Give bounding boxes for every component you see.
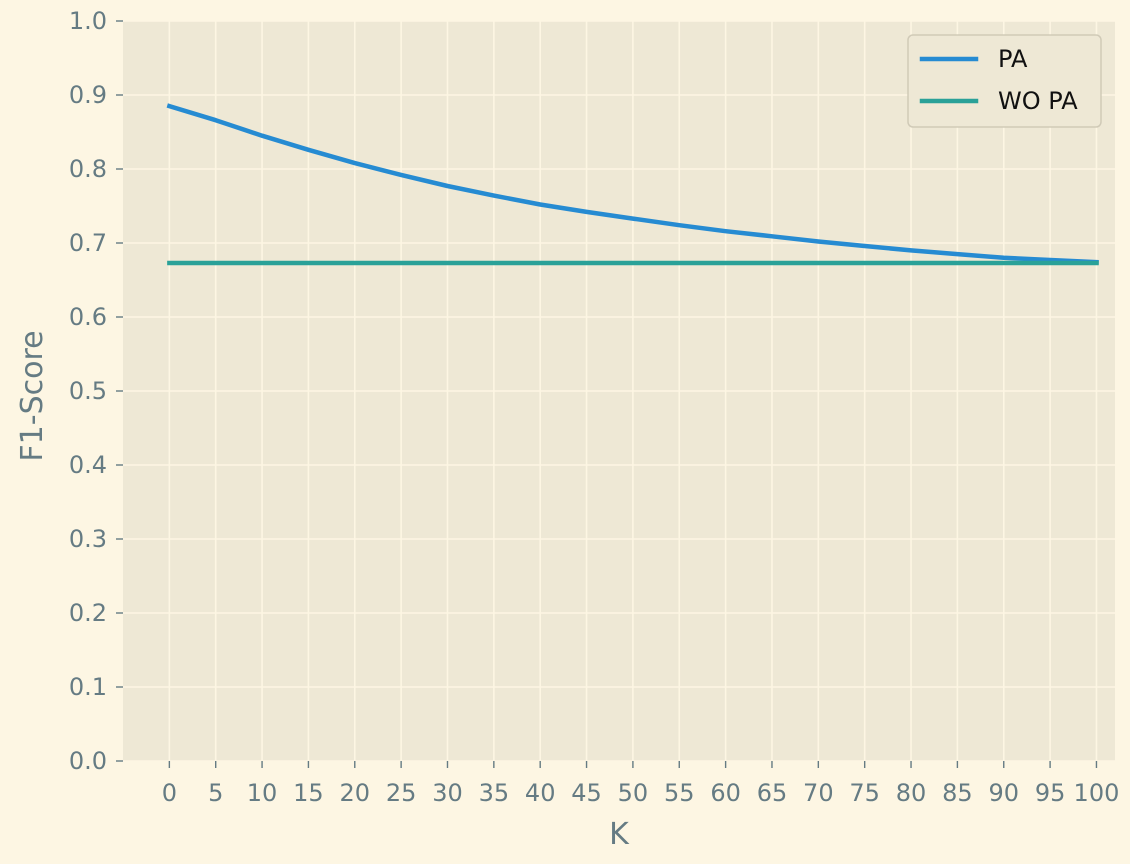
x-tick-label: 15	[293, 779, 324, 807]
x-tick-label: 30	[432, 779, 463, 807]
x-tick-label: 55	[664, 779, 695, 807]
x-tick-label: 65	[757, 779, 788, 807]
x-tick-label: 80	[896, 779, 927, 807]
y-tick-label: 1.0	[69, 7, 107, 35]
y-axis-label: F1-Score	[15, 330, 50, 461]
y-tick-label: 0.7	[69, 229, 107, 257]
x-tick-label: 0	[162, 779, 177, 807]
x-tick-label: 75	[849, 779, 880, 807]
legend-label-wo-pa: WO PA	[998, 87, 1078, 115]
x-tick-label: 70	[803, 779, 834, 807]
x-tick-label: 20	[340, 779, 371, 807]
x-tick-label: 85	[942, 779, 973, 807]
x-tick-label: 10	[247, 779, 278, 807]
series-lines	[166, 103, 1099, 266]
y-tick-label: 0.6	[69, 303, 107, 331]
grid	[123, 20, 1115, 762]
x-axis-label: K	[609, 817, 630, 852]
x-tick-label: 95	[1035, 779, 1066, 807]
y-tick-label: 0.4	[69, 451, 107, 479]
x-tick-label: 100	[1074, 779, 1120, 807]
legend: PA WO PA	[907, 34, 1102, 128]
ticks: 0 5 10 15 20 25 30 35 40 45 50 55 60 65 70 75 80 85 90 95 10…	[69, 7, 1120, 807]
x-tick-label: 50	[618, 779, 649, 807]
x-tick-label: 25	[386, 779, 417, 807]
series-line-pa	[166, 103, 1099, 265]
y-tick-label: 0.5	[69, 377, 107, 405]
y-tick-label: 0.1	[69, 673, 107, 701]
y-tick-label: 0.2	[69, 599, 107, 627]
x-tick-label: 40	[525, 779, 556, 807]
x-tick-label: 5	[208, 779, 223, 807]
x-tick-label: 35	[479, 779, 510, 807]
y-tick-label: 0.3	[69, 525, 107, 553]
y-tick-label: 0.8	[69, 155, 107, 183]
y-tick-label: 0.9	[69, 81, 107, 109]
x-tick-label: 60	[710, 779, 741, 807]
legend-label-pa: PA	[998, 45, 1028, 73]
x-tick-label: 45	[571, 779, 602, 807]
y-tick-label: 0.0	[69, 747, 107, 775]
x-tick-label: 90	[988, 779, 1019, 807]
